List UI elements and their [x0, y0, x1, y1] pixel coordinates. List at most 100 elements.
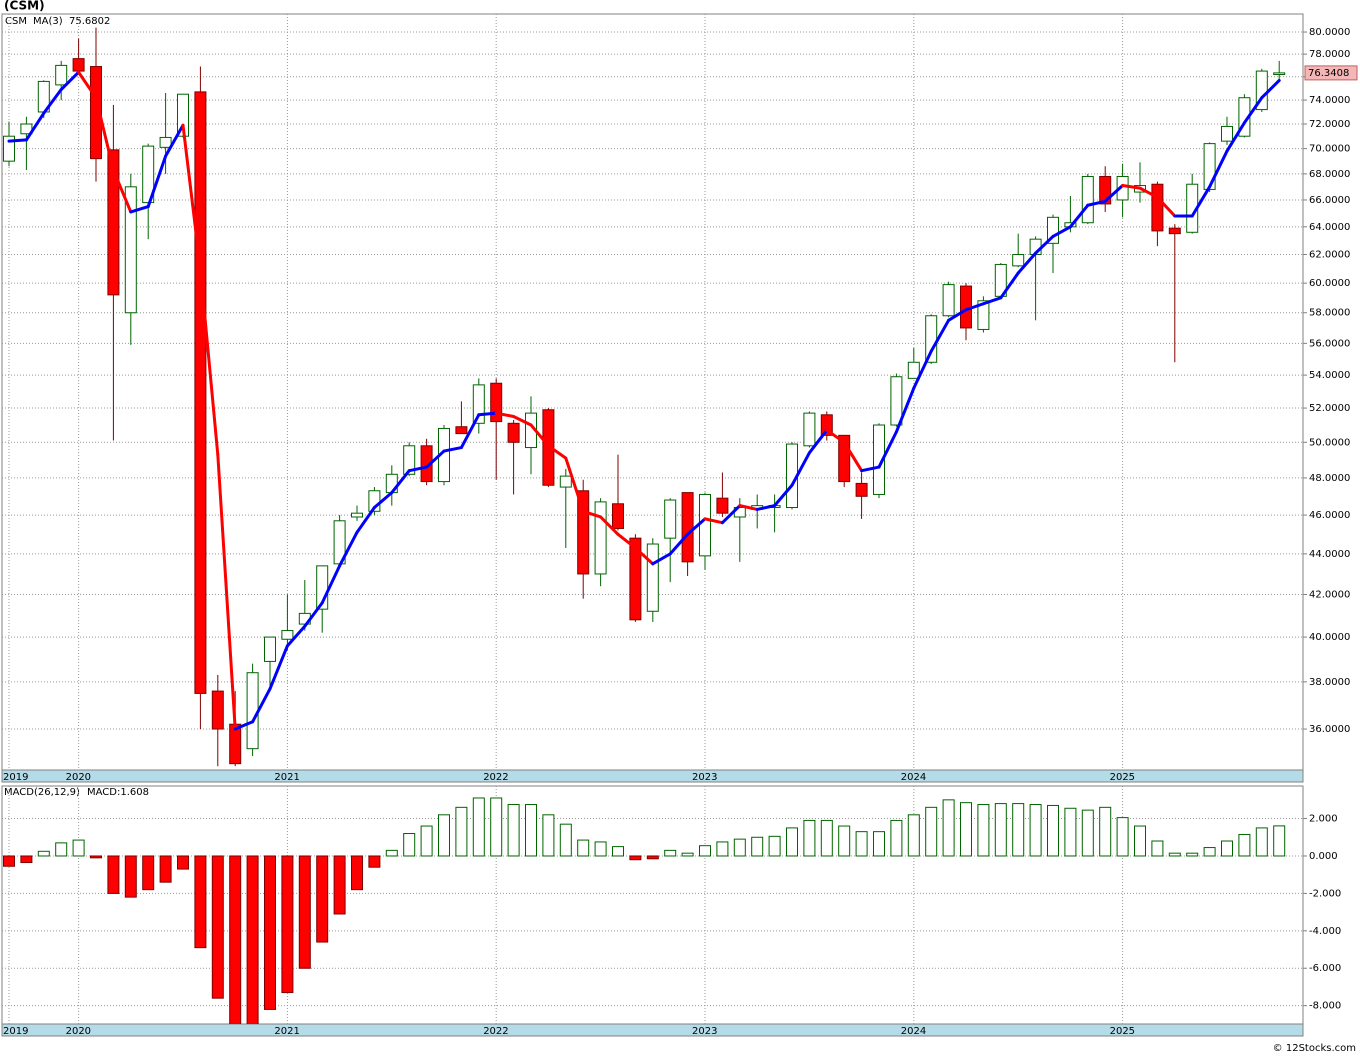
candle-body	[490, 382, 503, 423]
macd-bar	[681, 852, 694, 857]
macd-bar	[577, 839, 590, 857]
macd-bar	[768, 835, 781, 857]
ma-line	[807, 428, 829, 455]
y-tick-label: -6.000	[1309, 963, 1341, 974]
y-tick-label: 40.0000	[1309, 632, 1350, 643]
x-tick-label: 2021	[274, 772, 299, 783]
ma-line	[1155, 195, 1177, 218]
ma-line	[529, 423, 550, 448]
macd-bar	[1081, 809, 1094, 857]
legend-macd-value: 1.608	[120, 787, 149, 798]
x-tick-label: 2019	[3, 1026, 28, 1037]
candle-body	[942, 284, 955, 317]
candle-body	[1151, 183, 1164, 232]
macd-bar	[907, 814, 920, 857]
candle-body	[820, 414, 833, 436]
y-tick-label: 50.0000	[1309, 437, 1350, 448]
plot-area	[2, 786, 1303, 1024]
y-tick-label: 64.0000	[1309, 222, 1350, 233]
y-tick-label: 0.000	[1309, 851, 1338, 862]
candle-body	[873, 424, 885, 495]
macd-bar	[925, 806, 938, 857]
y-tick-label: 68.0000	[1309, 169, 1350, 180]
y-tick-label: 66.0000	[1309, 195, 1350, 206]
x-axis-band	[1, 769, 1304, 783]
x-tick-label: 2023	[692, 772, 717, 783]
macd-bar	[733, 838, 746, 857]
ma-line	[181, 123, 202, 271]
macd-bar	[1047, 804, 1059, 857]
macd-bar	[351, 855, 363, 891]
ma-line	[1121, 184, 1142, 190]
macd-bar	[559, 823, 572, 857]
candle-body	[890, 376, 903, 426]
candle-body	[1047, 216, 1059, 244]
macd-bar	[490, 797, 503, 857]
y-tick-label: 72.0000	[1309, 119, 1350, 130]
macd-bar	[942, 799, 955, 857]
macd-bar	[37, 850, 50, 857]
y-tick-label: 62.0000	[1309, 250, 1350, 261]
ma-line	[77, 70, 98, 100]
macd-bar	[1221, 840, 1233, 857]
ma-line	[564, 456, 585, 513]
legend-ma: MA(3)	[33, 16, 63, 27]
candle-body	[159, 136, 172, 148]
macd-bar	[55, 842, 68, 857]
ma-line	[616, 532, 637, 550]
macd-bar	[1116, 817, 1129, 857]
ma-line	[999, 271, 1020, 300]
ma-line	[581, 509, 603, 519]
candle-body	[351, 512, 363, 518]
ma-line	[198, 267, 220, 457]
macd-bar	[1255, 827, 1268, 857]
candle-body	[107, 149, 120, 296]
last-price-label: 76.3408	[1308, 68, 1349, 79]
candle-body	[194, 91, 207, 694]
ma-line	[1103, 184, 1125, 203]
ma-line	[442, 446, 463, 453]
macd-bar	[72, 839, 85, 857]
x-tick-label: 2025	[1110, 772, 1135, 783]
ma-line	[1138, 186, 1159, 199]
ma-line	[216, 453, 237, 731]
candle-body	[907, 361, 920, 379]
macd-bar	[90, 855, 102, 859]
macd-bar	[542, 814, 555, 857]
macd-bar	[298, 855, 311, 969]
candle-body	[838, 434, 851, 483]
ma-line	[338, 530, 359, 568]
ma-line	[1016, 251, 1038, 275]
ma-line	[233, 720, 255, 731]
ma-line	[860, 465, 881, 473]
ma-line	[1260, 78, 1281, 100]
candle-body	[716, 497, 729, 514]
ma-line	[477, 411, 498, 417]
ma-line	[842, 440, 864, 473]
y-tick-label: 2.000	[1309, 814, 1338, 825]
macd-bar	[994, 803, 1007, 857]
candle-body	[681, 492, 694, 563]
ma-line	[668, 532, 690, 556]
y-tick-label: 56.0000	[1309, 338, 1350, 349]
macd-bar	[1099, 806, 1112, 857]
macd-bar	[1203, 847, 1216, 857]
macd-bar	[20, 855, 33, 864]
macd-bar	[420, 825, 433, 857]
ma-line	[929, 318, 951, 353]
candle-body	[472, 384, 485, 424]
ma-line	[407, 465, 429, 473]
x-tick-label: 2025	[1110, 1026, 1135, 1037]
x-tick-label: 2022	[483, 1026, 508, 1037]
y-tick-label: 58.0000	[1309, 308, 1350, 319]
candle-body	[612, 503, 624, 529]
macd-bar	[594, 841, 607, 857]
macd-bar	[646, 855, 659, 860]
x-tick-label: 2021	[274, 1026, 299, 1037]
ma-line	[1190, 185, 1212, 218]
ma-line	[459, 413, 481, 450]
macd-bar	[1168, 852, 1181, 857]
candle-body	[594, 501, 607, 575]
ma-line	[981, 296, 1003, 306]
